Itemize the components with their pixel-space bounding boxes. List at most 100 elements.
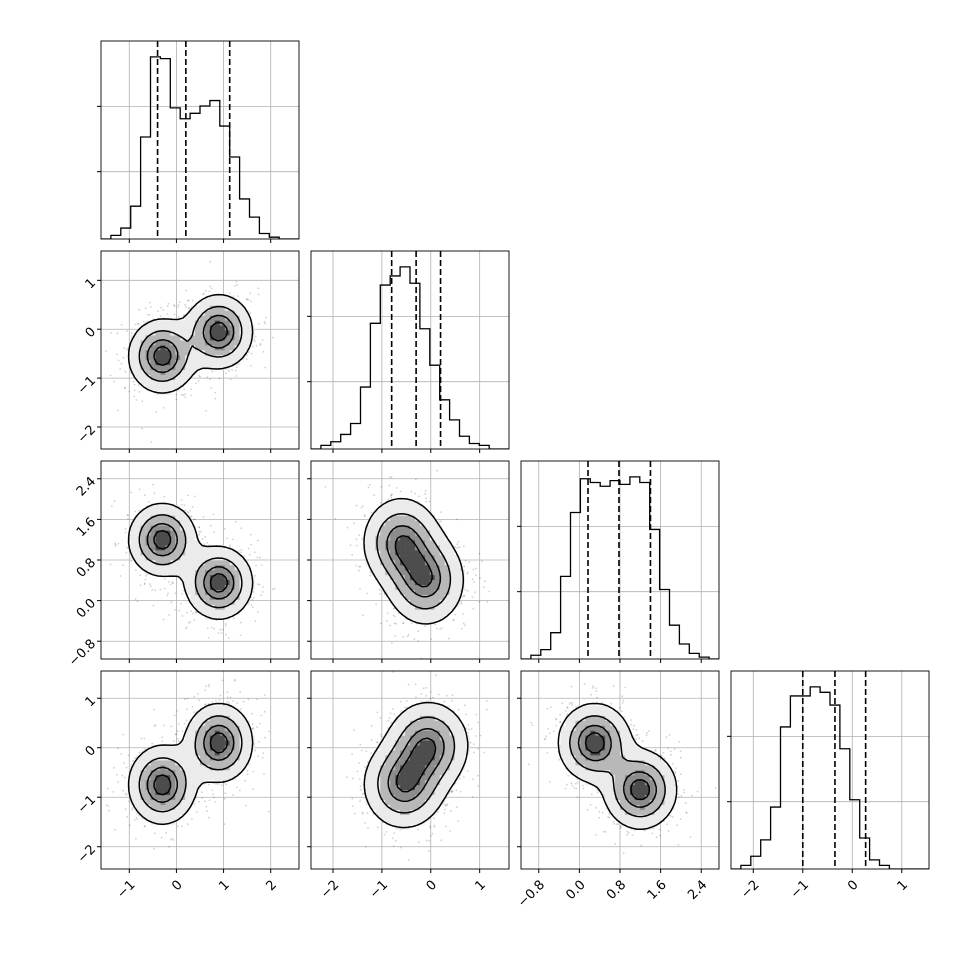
scatter-point <box>439 511 442 513</box>
density-cell <box>140 750 146 756</box>
density-cell <box>140 350 146 356</box>
density-cell <box>419 569 426 576</box>
contour-level-0 <box>127 293 254 394</box>
density-cell <box>410 599 416 605</box>
scatter-point <box>456 543 459 546</box>
scatter-point <box>250 365 252 367</box>
density-cell <box>424 614 431 620</box>
density-cell <box>410 525 416 531</box>
density-cell <box>180 809 186 815</box>
scatter-point <box>247 698 250 701</box>
density-cell <box>130 794 136 800</box>
density-cell <box>244 589 250 595</box>
density-cell <box>424 520 431 526</box>
scatter-point <box>136 600 139 603</box>
density-cell <box>370 525 376 531</box>
density-cell <box>405 505 411 511</box>
scatter-point <box>242 700 245 703</box>
scatter-point <box>353 522 356 525</box>
density-cell <box>160 560 166 566</box>
density-cell <box>209 584 216 590</box>
scatter-point <box>171 837 173 840</box>
density-cell <box>454 574 460 581</box>
density-cell <box>130 799 136 805</box>
density-cell <box>405 609 411 615</box>
density-cell <box>155 364 161 371</box>
scatter-point <box>182 394 185 396</box>
scatter-point <box>198 533 201 536</box>
density-cell <box>429 520 436 526</box>
contour-lines <box>363 497 465 625</box>
density-cell <box>219 315 226 321</box>
scatter-point <box>424 497 427 500</box>
density-cell <box>410 584 416 590</box>
density-cell <box>130 525 136 531</box>
density-cell <box>419 550 426 556</box>
density-cell <box>375 574 381 581</box>
density-cell <box>380 569 386 576</box>
scatter-point <box>402 622 404 625</box>
scatter-point <box>207 683 210 686</box>
scatter-point <box>361 538 363 540</box>
density-cell <box>180 320 186 326</box>
scatter-point <box>414 478 417 481</box>
scatter-point <box>138 391 141 393</box>
density-cell <box>165 384 171 390</box>
density-cell <box>195 735 201 741</box>
density-cell <box>160 515 166 521</box>
scatter-point <box>474 567 477 570</box>
density-cell <box>175 750 181 756</box>
density-cell <box>165 784 171 791</box>
density-cell <box>414 589 421 595</box>
density-cell <box>135 340 141 346</box>
hist-panel-0 <box>97 40 300 243</box>
scatter-point <box>119 575 122 577</box>
density-cell <box>390 589 396 595</box>
density-cell <box>135 335 141 341</box>
density-cell <box>204 710 211 716</box>
scatter-point <box>246 769 249 772</box>
scatter-point <box>191 506 194 508</box>
density-cell <box>229 330 235 336</box>
density-cell <box>204 720 211 726</box>
density-cell <box>185 560 191 566</box>
scatter-point <box>355 564 358 567</box>
density-cell <box>219 335 226 341</box>
density-cell <box>209 350 216 356</box>
density-cell <box>145 555 151 561</box>
density-cell <box>410 545 416 551</box>
density-cell <box>234 335 240 341</box>
density-cell <box>385 530 391 536</box>
scatter-point <box>130 332 133 335</box>
density-cell <box>160 550 166 556</box>
scatter-point <box>183 581 186 583</box>
density-cell <box>400 550 406 556</box>
scatter-point <box>190 394 193 397</box>
scatter-point <box>249 292 252 295</box>
scatter-point <box>155 411 158 414</box>
scatter-point <box>186 823 189 826</box>
density-cell <box>200 725 206 731</box>
density-cell <box>130 779 136 786</box>
scatter-point <box>120 362 123 365</box>
density-cell <box>195 305 201 311</box>
density-cell <box>239 599 245 605</box>
density-cell <box>195 770 201 776</box>
density-cell <box>195 335 201 341</box>
density-cell <box>219 599 226 605</box>
y-tick-label: 2.4 <box>74 474 99 499</box>
density-cell <box>214 569 221 576</box>
scatter-point <box>116 353 118 356</box>
density-cell <box>145 505 151 511</box>
density-cell <box>219 569 226 576</box>
density-cell <box>160 525 166 531</box>
density-cell <box>165 765 171 771</box>
density-cell <box>395 579 401 586</box>
density-cell <box>209 770 216 776</box>
scatter-point <box>125 793 128 796</box>
density-cell <box>190 340 196 346</box>
scatter-point <box>132 760 134 762</box>
density-cell <box>175 799 181 805</box>
density-cell <box>204 574 211 581</box>
density-cell <box>434 599 440 605</box>
